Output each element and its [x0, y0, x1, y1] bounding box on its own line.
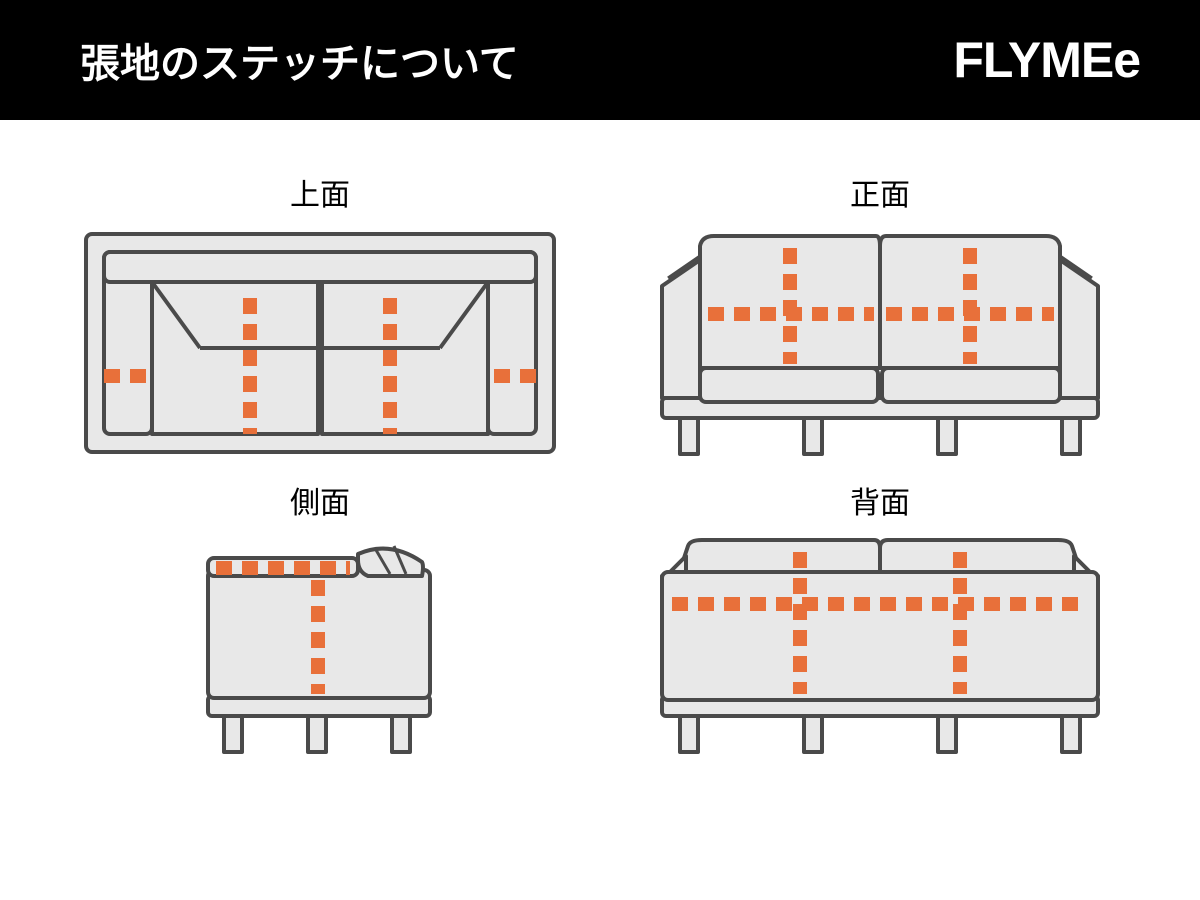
view-front: 正面 — [620, 170, 1140, 458]
view-label-back: 背面 — [850, 478, 910, 522]
sofa-front-svg — [630, 228, 1130, 458]
view-label-top: 上面 — [290, 170, 350, 214]
view-back: 背面 — [620, 478, 1140, 756]
header-title: 張地のステッチについて — [80, 31, 519, 89]
header-brand: FLYMEe — [953, 31, 1140, 89]
view-top: 上面 — [60, 170, 580, 458]
sofa-side-svg — [190, 536, 450, 756]
header: 張地のステッチについて FLYMEe — [0, 0, 1200, 120]
sofa-top-svg — [80, 228, 560, 458]
view-side: 側面 — [60, 478, 580, 756]
view-label-front: 正面 — [850, 170, 910, 214]
sofa-back-svg — [630, 536, 1130, 756]
diagram-grid: 上面 — [0, 120, 1200, 756]
view-label-side: 側面 — [290, 478, 350, 522]
